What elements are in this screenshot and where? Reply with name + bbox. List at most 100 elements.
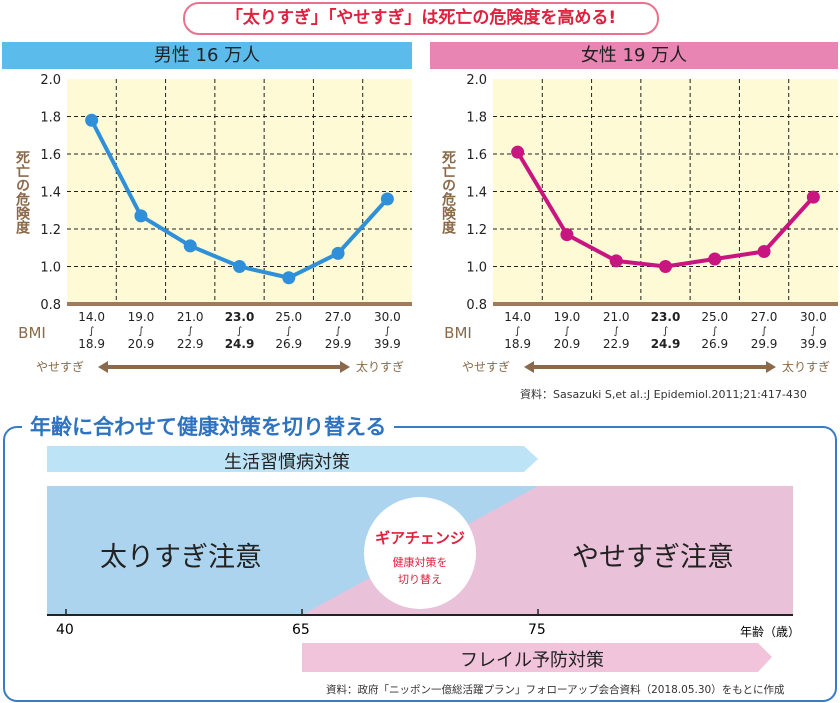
women-chart: 0.81.01.21.41.61.82.0死亡の危険度BMI14.0∫18.91… bbox=[440, 73, 838, 374]
x-tick-label: 29.9 bbox=[325, 337, 352, 351]
panel-source: 資料：政府「ニッポン一億総活躍プラン」フォローアップ会合資料（2018.05.3… bbox=[326, 684, 785, 696]
x-tick-label: 27.0 bbox=[325, 310, 352, 324]
chart-source: 資料：Sasazuki S,et al.:J Epidemiol.2011;21… bbox=[520, 388, 807, 401]
data-point bbox=[134, 209, 148, 223]
bmi-arrow bbox=[524, 361, 776, 373]
y-tick-label: 1.0 bbox=[466, 261, 487, 276]
y-tick-label: 1.2 bbox=[466, 223, 487, 238]
range-tilde: ∫ bbox=[663, 326, 668, 337]
range-tilde: ∫ bbox=[188, 326, 193, 337]
y-tick-label: 1.0 bbox=[40, 261, 61, 276]
data-point bbox=[380, 192, 394, 206]
x-axis-label: BMI bbox=[18, 324, 46, 342]
women-chart-title: 女性 19 万人 bbox=[430, 42, 838, 69]
men-chart-title: 男性 16 万人 bbox=[2, 42, 412, 69]
x-tick-label: 14.0 bbox=[504, 310, 531, 324]
range-tilde: ∫ bbox=[237, 326, 242, 337]
age-unit: 年齢（歳） bbox=[740, 625, 801, 639]
x-tick-label: 22.9 bbox=[177, 337, 204, 351]
x-tick-label: 24.9 bbox=[225, 337, 255, 351]
frailty-arrow bbox=[302, 643, 772, 672]
data-point bbox=[183, 239, 197, 253]
x-tick-label: 30.0 bbox=[800, 310, 827, 324]
data-point bbox=[757, 245, 771, 258]
x-tick-label: 20.9 bbox=[554, 337, 581, 351]
x-tick-label: 23.0 bbox=[225, 310, 255, 324]
bmi-arrow bbox=[98, 361, 350, 373]
y-tick-label: 2.0 bbox=[466, 73, 487, 88]
men-chart: 0.81.01.21.41.61.82.0死亡の危険度BMI14.0∫18.91… bbox=[14, 73, 412, 374]
y-tick-label: 1.2 bbox=[40, 223, 61, 238]
data-point bbox=[659, 260, 672, 273]
x-tick-label: 21.0 bbox=[177, 310, 204, 324]
age-strategy-panel bbox=[3, 426, 837, 702]
range-tilde: ∫ bbox=[138, 326, 143, 337]
lifestyle-arrow bbox=[47, 446, 538, 472]
overweight-caution: 太りすぎ注意 bbox=[100, 542, 262, 573]
age-75: 75 bbox=[528, 622, 546, 638]
data-point bbox=[560, 228, 574, 242]
arrow-left-label: やせすぎ bbox=[36, 360, 84, 374]
range-tilde: ∫ bbox=[761, 326, 766, 337]
y-tick-label: 1.8 bbox=[466, 111, 487, 126]
range-tilde: ∫ bbox=[564, 326, 569, 337]
headline: 「太りすぎ」「やせすぎ」は死亡の危険度を高める! bbox=[183, 2, 659, 35]
gear-sub1: 健康対策を bbox=[392, 556, 448, 569]
y-tick-label: 1.8 bbox=[40, 111, 61, 126]
y-tick-label: 1.6 bbox=[466, 148, 487, 163]
y-tick-label: 1.6 bbox=[40, 148, 61, 163]
x-tick-label: 23.0 bbox=[651, 310, 681, 324]
range-tilde: ∫ bbox=[335, 326, 340, 337]
y-tick-label: 1.4 bbox=[466, 186, 487, 201]
range-tilde: ∫ bbox=[385, 326, 390, 337]
thin-caution: やせすぎ注意 bbox=[572, 542, 734, 573]
range-tilde: ∫ bbox=[811, 326, 816, 337]
x-tick-label: 21.0 bbox=[603, 310, 630, 324]
gear-title: ギアチェンジ bbox=[375, 529, 465, 547]
x-tick-label: 30.0 bbox=[374, 310, 401, 324]
age-40: 40 bbox=[56, 622, 74, 638]
gear-change-badge: ギアチェンジ 健康対策を切り替え bbox=[364, 497, 476, 609]
data-point bbox=[806, 190, 820, 204]
y-tick-label: 0.8 bbox=[40, 298, 61, 313]
x-axis-label: BMI bbox=[444, 324, 472, 342]
range-tilde: ∫ bbox=[89, 326, 94, 337]
data-point bbox=[233, 260, 246, 273]
data-point bbox=[609, 254, 623, 268]
data-point bbox=[282, 271, 296, 285]
arrow-right-label: 太りすぎ bbox=[782, 359, 830, 374]
x-tick-label: 27.0 bbox=[751, 310, 778, 324]
arrow-left-label: やせすぎ bbox=[462, 360, 510, 374]
x-tick-label: 19.0 bbox=[128, 310, 155, 324]
range-tilde: ∫ bbox=[614, 326, 619, 337]
arrow-right-label: 太りすぎ bbox=[356, 359, 404, 374]
age-65: 65 bbox=[292, 622, 310, 638]
x-tick-label: 39.9 bbox=[374, 337, 401, 351]
range-tilde: ∫ bbox=[286, 326, 291, 337]
x-tick-label: 29.9 bbox=[751, 337, 778, 351]
y-tick-label: 0.8 bbox=[466, 298, 487, 313]
x-tick-label: 24.9 bbox=[651, 337, 681, 351]
x-tick-label: 14.0 bbox=[78, 310, 105, 324]
data-point bbox=[331, 246, 345, 260]
x-tick-label: 26.9 bbox=[275, 337, 302, 351]
data-point bbox=[511, 145, 525, 159]
x-tick-label: 25.0 bbox=[275, 310, 302, 324]
panel-title: 年齢に合わせて健康対策を切り替える bbox=[22, 411, 395, 441]
x-tick-label: 26.9 bbox=[701, 337, 728, 351]
data-point bbox=[708, 252, 722, 266]
x-tick-label: 39.9 bbox=[800, 337, 827, 351]
x-tick-label: 18.9 bbox=[78, 337, 105, 351]
y-axis-label: 死亡の危険度 bbox=[440, 150, 457, 235]
data-point bbox=[85, 113, 99, 127]
y-tick-label: 2.0 bbox=[40, 73, 61, 88]
gear-sub2: 切り替え bbox=[398, 573, 442, 586]
x-tick-label: 18.9 bbox=[504, 337, 531, 351]
lifestyle-label: 生活習慣病対策 bbox=[224, 452, 350, 473]
frailty-label: フレイル予防対策 bbox=[460, 650, 604, 671]
x-tick-label: 20.9 bbox=[128, 337, 155, 351]
y-tick-label: 1.4 bbox=[40, 186, 61, 201]
range-tilde: ∫ bbox=[712, 326, 717, 337]
y-axis-label: 死亡の危険度 bbox=[14, 150, 31, 235]
